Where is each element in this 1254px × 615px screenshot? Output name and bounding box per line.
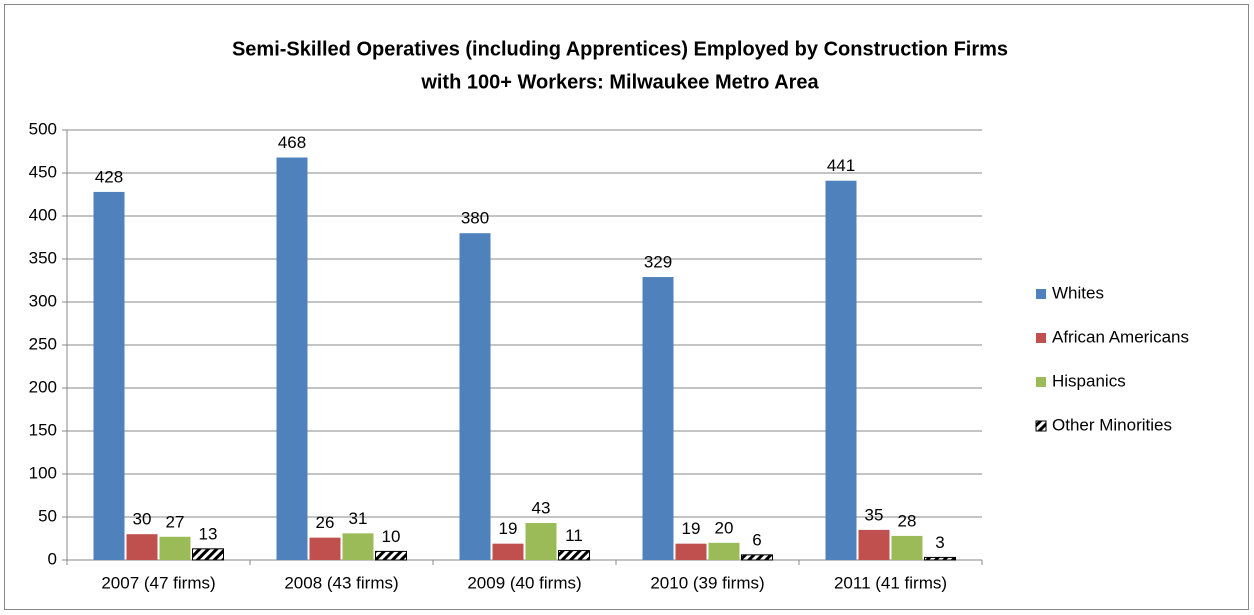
value-label: 441 [827,156,855,175]
legend-label: African Americans [1052,327,1189,346]
bar [675,543,707,560]
chart-title: with 100+ Workers: Milwaukee Metro Area [420,71,819,93]
bar [708,542,740,560]
bar [192,548,224,561]
legend-label: Other Minorities [1052,415,1172,434]
bar [858,529,890,560]
value-label: 30 [133,510,152,529]
legend-marker [1036,377,1046,387]
bar [93,191,125,561]
value-label: 13 [199,524,218,543]
bar [891,535,923,560]
legend-label: Hispanics [1052,371,1126,390]
y-tick-label: 400 [29,205,57,224]
y-tick-label: 200 [29,377,57,396]
x-tick-label: 2007 (47 firms) [101,573,215,592]
y-tick-label: 450 [29,162,57,181]
bar [459,233,491,560]
value-label: 3 [935,533,944,552]
bar [558,550,590,561]
bar [342,533,374,560]
bar [309,537,341,560]
y-tick-label: 300 [29,291,57,310]
value-label: 10 [382,527,401,546]
bar [375,550,407,561]
value-label: 26 [316,513,335,532]
value-label: 35 [865,505,884,524]
value-label: 428 [95,167,123,186]
value-label: 19 [499,519,518,538]
x-tick-label: 2009 (40 firms) [467,573,581,592]
y-tick-label: 50 [38,506,57,525]
value-label: 20 [715,518,734,537]
bar [126,534,158,560]
bar [159,536,191,560]
legend-marker [1035,420,1047,432]
chart-border [4,4,1249,610]
value-label: 6 [752,530,761,549]
value-label: 31 [349,509,368,528]
value-label: 329 [644,253,672,272]
y-tick-label: 0 [48,549,57,568]
legend-label: Whites [1052,283,1104,302]
value-label: 27 [166,512,185,531]
bar [492,543,524,560]
y-tick-label: 350 [29,248,57,267]
value-label: 28 [898,511,917,530]
bar [276,157,308,560]
legend-marker [1036,333,1046,343]
y-tick-label: 100 [29,463,57,482]
x-tick-label: 2011 (41 firms) [834,573,947,592]
x-tick-label: 2010 (39 firms) [650,573,764,592]
chart-title: Semi-Skilled Operatives (including Appre… [232,38,1008,60]
value-label: 468 [278,133,306,152]
bar [741,554,773,561]
bar [825,180,857,561]
value-label: 380 [461,209,489,228]
value-label: 19 [682,519,701,538]
value-label: 43 [532,499,551,518]
y-tick-label: 150 [29,420,57,439]
legend-marker [1036,289,1046,299]
value-label: 11 [565,526,583,545]
y-tick-label: 250 [29,334,57,353]
x-tick-label: 2008 (43 firms) [284,573,398,592]
bar [525,523,557,560]
bar [924,556,956,561]
y-tick-label: 500 [29,119,57,138]
bar [642,277,674,560]
